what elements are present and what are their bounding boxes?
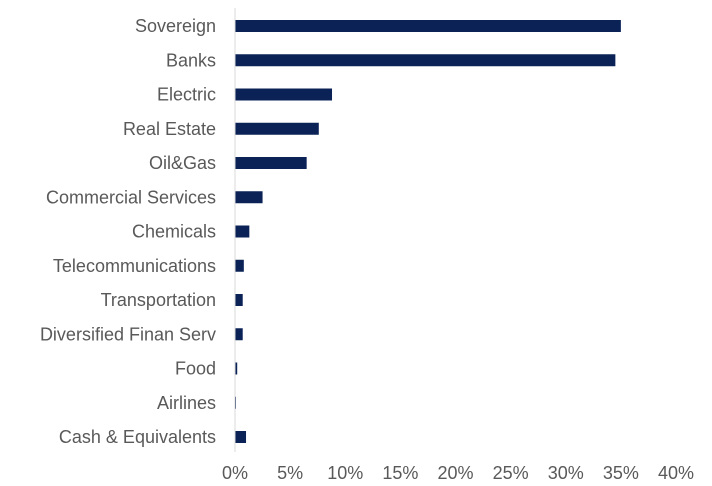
x-tick-label: 35% — [603, 463, 639, 483]
bar — [235, 294, 243, 306]
x-tick-label: 10% — [327, 463, 363, 483]
bar — [235, 20, 621, 32]
category-label: Transportation — [101, 290, 216, 310]
category-label: Diversified Finan Serv — [40, 324, 216, 344]
category-label: Real Estate — [123, 119, 216, 139]
bar — [235, 431, 247, 443]
x-tick-labels: 0% 5% 10% 15% 20% 25% 30% 35% 40% — [222, 463, 694, 483]
bar — [235, 88, 333, 101]
bar — [235, 362, 238, 375]
x-tick-label: 40% — [658, 463, 694, 483]
bar — [235, 122, 319, 135]
x-tick-label: 25% — [493, 463, 529, 483]
bar — [235, 157, 307, 169]
x-tick-label: 20% — [437, 463, 473, 483]
category-labels: Sovereign Banks Electric Real Estate Oil&Gas… — [40, 16, 216, 447]
category-label: Banks — [166, 50, 216, 70]
bar — [235, 259, 244, 272]
category-label: Airlines — [157, 393, 216, 413]
category-label: Oil&Gas — [149, 153, 216, 173]
x-tick-label: 30% — [548, 463, 584, 483]
bar — [235, 54, 616, 67]
category-label: Sovereign — [135, 16, 216, 36]
category-label: Telecommunications — [53, 256, 216, 276]
bar — [235, 191, 263, 204]
bar — [235, 328, 243, 341]
x-tick-label: 0% — [222, 463, 248, 483]
x-tick-label: 15% — [382, 463, 418, 483]
bars-group — [235, 20, 621, 443]
category-label: Commercial Services — [46, 187, 216, 207]
category-label: Electric — [157, 85, 216, 105]
category-label: Chemicals — [132, 222, 216, 242]
category-label: Cash & Equivalents — [59, 427, 216, 447]
bar — [235, 225, 250, 238]
x-tick-label: 5% — [277, 463, 303, 483]
category-label: Food — [175, 359, 216, 379]
